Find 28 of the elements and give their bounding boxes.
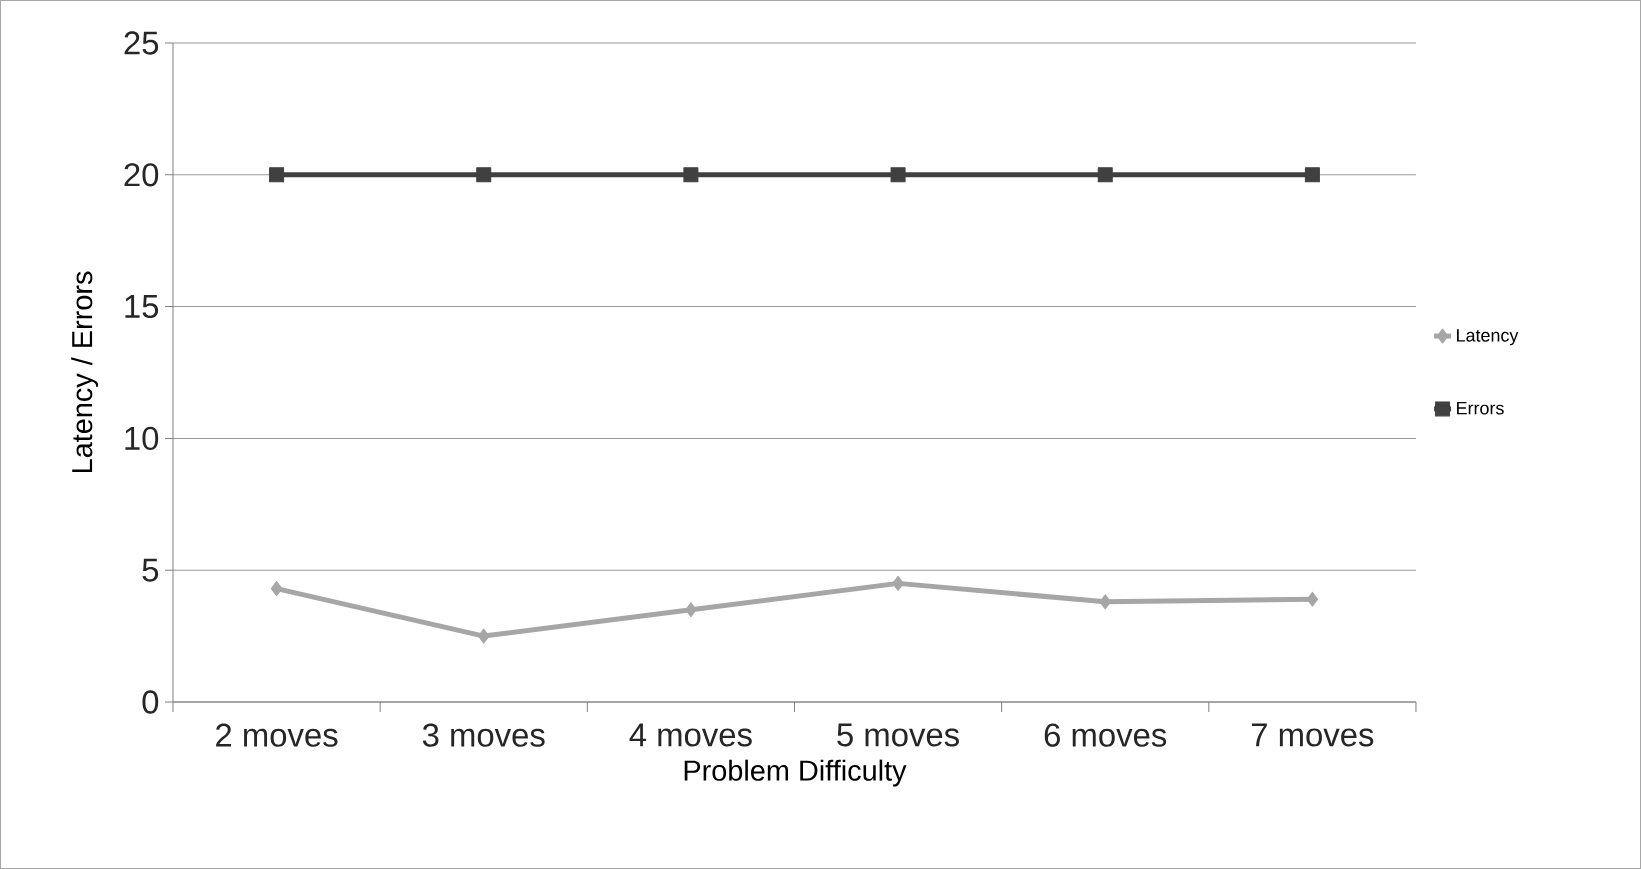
point <box>685 602 697 618</box>
legend-label: Latency <box>1457 329 1519 346</box>
x-axis-title: Problem Difficulty <box>684 759 907 787</box>
x-tick-label: 6 moves <box>1044 723 1167 747</box>
legend-label: Errors <box>1457 401 1504 415</box>
point <box>476 167 492 183</box>
y-tick-label: 10 <box>125 426 159 451</box>
x-tick-label: 7 moves <box>1251 723 1374 747</box>
y-tick-label: 25 <box>124 31 159 55</box>
point <box>890 167 906 183</box>
x-tick-label: 3 moves <box>422 723 545 747</box>
point <box>477 628 490 644</box>
y-tick-label: 0 <box>142 690 159 714</box>
y-tick-label: 5 <box>142 558 159 582</box>
y-axis-title: Latency / Errors <box>71 271 99 473</box>
y-tick-label: 20 <box>124 163 159 187</box>
point <box>1099 594 1111 610</box>
point <box>1304 167 1320 183</box>
x-tick-label: 2 moves <box>216 723 338 747</box>
x-tick-label: 5 moves <box>837 723 959 747</box>
x-tick-label: 4 moves <box>629 723 752 747</box>
point <box>269 167 285 183</box>
y-tick-label: 15 <box>125 295 159 319</box>
point <box>683 167 699 183</box>
point <box>270 581 283 597</box>
point <box>892 575 904 591</box>
point <box>1097 167 1113 183</box>
point <box>1306 591 1319 607</box>
